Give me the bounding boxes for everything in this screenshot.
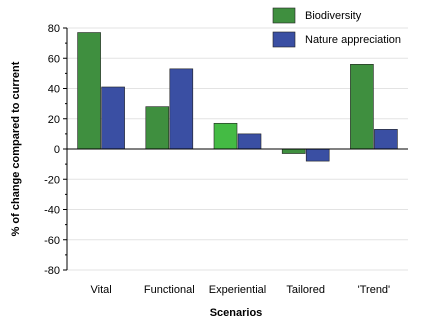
bars <box>77 32 398 162</box>
y-tick-label: 0 <box>54 144 60 156</box>
x-tick-label: Vital <box>90 284 111 296</box>
bar-nature-appreciation-3 <box>305 148 330 162</box>
bar-biodiversity-3 <box>281 148 306 154</box>
legend: Biodiversity Nature appreciation <box>272 7 401 48</box>
y-ticks: -80 -60 -40 -20 0 20 40 60 80 <box>44 23 67 277</box>
y-tick-label: -20 <box>44 174 60 186</box>
x-tick-label: Experiential <box>209 284 266 296</box>
y-tick-label: 20 <box>48 114 60 126</box>
y-tick-label: -40 <box>44 205 60 217</box>
y-tick-label: 80 <box>48 23 60 35</box>
x-tick-label: Functional <box>144 284 195 296</box>
y-tick-label: 60 <box>48 53 60 65</box>
bar-biodiversity-0 <box>77 32 101 150</box>
legend-label: Biodiversity <box>305 10 362 22</box>
bar-biodiversity-1 <box>145 106 170 150</box>
bar-nature-appreciation-2 <box>237 133 262 150</box>
legend-swatch <box>272 7 296 24</box>
legend-label: Nature appreciation <box>305 34 401 46</box>
x-ticks: Vital Functional Experiential Tailored 'Tren… <box>90 284 390 296</box>
y-tick-label: -60 <box>44 235 60 247</box>
y-tick-label: 40 <box>48 84 60 96</box>
bar-nature-appreciation-1 <box>169 68 194 150</box>
x-tick-label: Tailored <box>286 284 325 296</box>
y-axis-title: % of change compared to current <box>10 61 22 236</box>
bar-nature-appreciation-4 <box>374 129 398 150</box>
bar-nature-appreciation-0 <box>101 86 125 150</box>
bar-biodiversity-4 <box>350 64 374 150</box>
legend-swatch <box>272 31 296 48</box>
x-tick-label: 'Trend' <box>358 284 391 296</box>
x-axis-title: Scenarios <box>210 307 263 319</box>
bar-biodiversity-2 <box>213 122 238 150</box>
y-tick-label: -80 <box>44 265 60 277</box>
